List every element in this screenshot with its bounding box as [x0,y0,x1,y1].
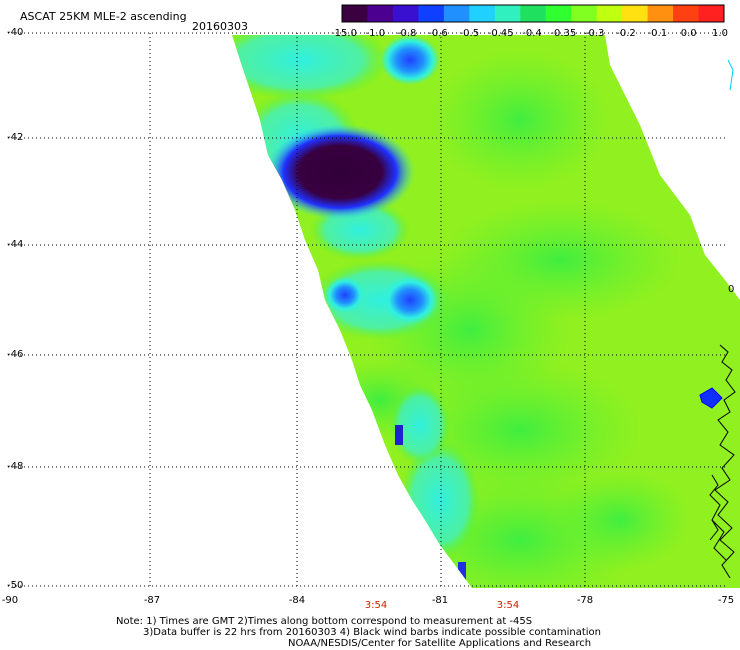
map-date: 20160303 [192,20,248,33]
colorbar-swatch [596,5,623,22]
wind-swath [232,35,740,588]
colorbar-swatch [520,5,547,22]
footer-note-2: 3)Data buffer is 22 hrs from 20160303 4)… [143,627,601,638]
colorbar-tick-label: -0.45 [487,28,514,39]
lat-label: -46 [7,349,24,360]
colorbar-swatch [545,5,572,22]
colorbar-swatch [571,5,598,22]
colorbar-swatch [469,5,496,22]
coastline [699,59,736,579]
colorbar-swatch [494,5,521,22]
colorbar-swatch [673,5,700,22]
colorbar-swatch [418,5,445,22]
colorbar-tick-label: -0.5 [459,28,480,39]
colorbar-frame [341,4,725,23]
lat-label: -40 [7,27,24,38]
lon-label: -81 [431,595,449,606]
lon-label: -90 [1,595,19,606]
colorbar-tick-label: 0.0 [680,28,697,39]
lon-label: -87 [143,595,161,606]
map-edge-mark: 0 [728,284,734,295]
colorbar-tick-label: -0.6 [428,28,448,39]
lon-label: -75 [717,595,735,606]
lon-label: -78 [576,595,594,606]
time-label: 3:54 [496,600,520,611]
colorbar-tick-label: 1.0 [712,28,728,39]
colorbar-tick-label: -0.1 [647,28,668,39]
footer-credit: NOAA/NESDIS/Center for Satellite Applica… [288,638,592,649]
colorbar-tick-label: -0.2 [616,28,636,39]
colorbar-tick-label: -1.0 [365,28,386,39]
footer-note-1: Note: 1) Times are GMT 2)Times along bot… [116,616,533,627]
colorbar-swatch [392,5,419,22]
colorbar-swatch [647,5,674,22]
lat-label: -42 [7,132,24,143]
lat-label: -48 [7,461,24,472]
colorbar-swatch [342,5,368,22]
colorbar-tick-label: -15.0 [331,28,357,39]
colorbar-tick-label: -0.3 [584,28,605,39]
colorbar-tick-label: -0.35 [550,28,577,39]
map-title: ASCAT 25KM MLE-2 ascending [20,10,187,23]
lon-label: -84 [288,595,306,606]
colorbar-swatch [443,5,470,22]
colorbar-swatch [622,5,649,22]
colorbar-tick-label: -0.8 [396,28,417,39]
lat-label: -44 [7,239,24,250]
lat-label: -50 [7,580,24,591]
colorbar [342,5,725,22]
colorbar-swatch [367,5,394,22]
colorbar-tick-label: -0.4 [522,28,542,39]
graticule [8,32,726,587]
time-label: 3:54 [364,600,388,611]
colorbar-swatch [698,5,725,22]
